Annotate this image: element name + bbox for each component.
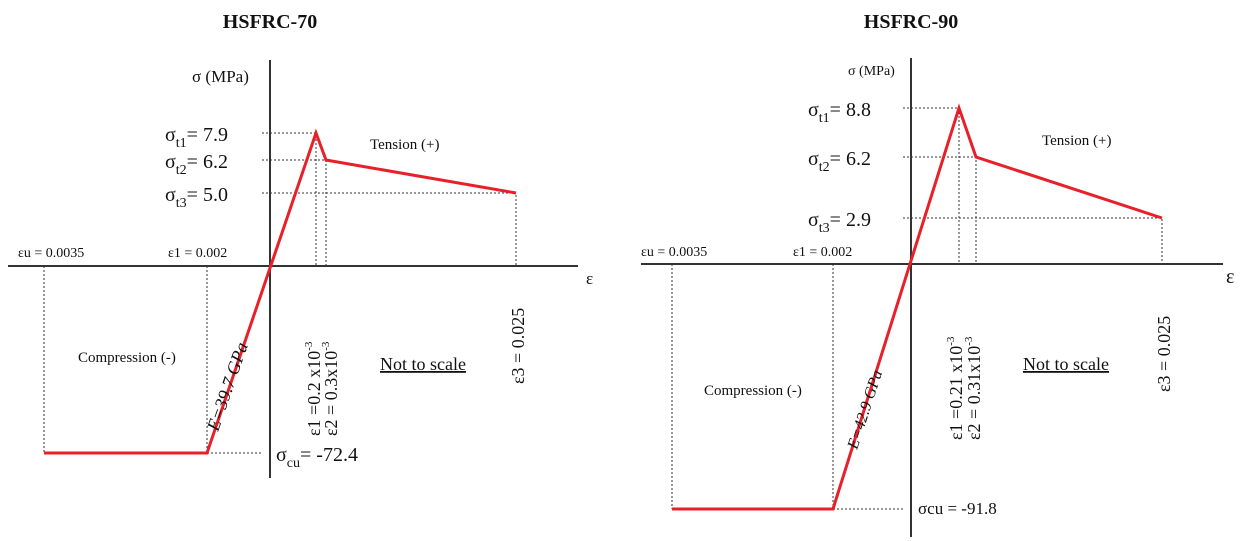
left-y-axis-label: σ (MPa): [192, 67, 249, 86]
right-compression-label: Compression (-): [704, 383, 802, 399]
left-st2-label: σt2= 6.2: [165, 151, 228, 178]
left-modulus-label: E=39.7 GPa: [203, 340, 252, 435]
left-x-axis-label: ε: [586, 269, 593, 288]
left-e2t-label: ε2 = 0.3x10-3: [320, 341, 341, 436]
right-scu-label: σcu = -91.8: [918, 499, 997, 518]
left-eu-label: εu = 0.0035: [18, 246, 84, 261]
right-stress-strain-curve: [672, 103, 1163, 511]
right-modulus-label: E=42.9 GPa: [844, 368, 886, 452]
right-e2t-label: ε2 = 0.31x10-3: [963, 336, 984, 440]
right-st3-label: σt3= 2.9: [808, 209, 871, 236]
left-scale-note: Not to scale: [380, 354, 466, 374]
left-e1t-label: ε1 =0.2 x10-3: [303, 341, 324, 436]
right-y-axis-label: σ (MPa): [848, 64, 895, 79]
right-title: HSFRC-90: [864, 11, 958, 33]
left-title: HSFRC-70: [223, 11, 317, 33]
left-scu-label: σcu= -72.4: [276, 444, 358, 471]
right-e1c-label: ε1 = 0.002: [793, 245, 852, 260]
right-eu-label: εu = 0.0035: [641, 245, 707, 260]
right-st2-label: σt2= 6.2: [808, 148, 871, 175]
right-e3-label: ε3 = 0.025: [1154, 316, 1174, 392]
left-e3-label: ε3 = 0.025: [508, 308, 528, 384]
right-guide-st3: [903, 217, 1163, 264]
right-tension-label: Tension (+): [1042, 133, 1111, 149]
diagram-hsfrc-70: HSFRC-70 σ (MPa) ε σt1= 7.9 σt2= 6.2 σt3…: [8, 11, 593, 478]
left-st1-label: σt1= 7.9: [165, 124, 228, 151]
left-compression-label: Compression (-): [78, 350, 176, 366]
left-guide-st3: [262, 192, 517, 266]
right-scale-note: Not to scale: [1023, 354, 1109, 374]
right-st1-label: σt1= 8.8: [808, 99, 871, 126]
right-x-axis-label: ε: [1226, 266, 1234, 288]
left-e1c-label: ε1 = 0.002: [168, 246, 227, 261]
right-e1t-label: ε1 =0.21 x10-3: [945, 336, 966, 440]
left-st3-label: σt3= 5.0: [165, 184, 228, 211]
left-stress-strain-curve: [44, 128, 517, 455]
diagram-hsfrc-90: HSFRC-90 σ (MPa) ε σt1= 8.8 σt2= 6.2 σt3…: [641, 11, 1234, 537]
left-tension-label: Tension (+): [370, 137, 439, 153]
